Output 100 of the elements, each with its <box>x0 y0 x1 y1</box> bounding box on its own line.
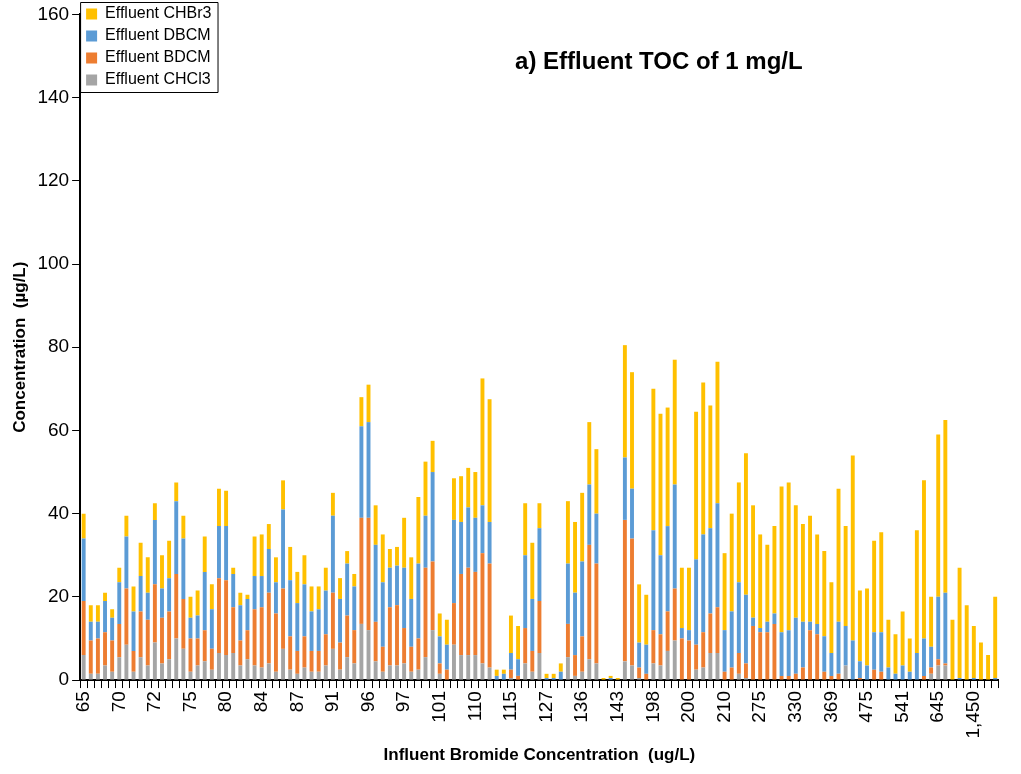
bar <box>929 673 934 680</box>
bar <box>95 621 100 639</box>
bar <box>736 673 741 680</box>
bar <box>722 630 727 672</box>
bar <box>167 659 172 680</box>
y-axis-title: Concentration (µg/L) <box>9 261 29 433</box>
bar <box>850 455 855 641</box>
bar <box>758 632 763 680</box>
bar <box>936 596 941 660</box>
bar <box>751 505 756 618</box>
bar <box>95 673 100 680</box>
bar <box>459 476 464 522</box>
bar <box>273 582 278 614</box>
bar <box>480 505 485 554</box>
bar <box>110 609 115 618</box>
bar <box>843 665 848 680</box>
bar <box>857 590 862 662</box>
bar <box>651 530 656 631</box>
bar <box>103 632 107 666</box>
bar <box>565 657 570 680</box>
bar <box>480 553 485 664</box>
bar <box>630 665 634 680</box>
bar <box>152 519 157 585</box>
bar <box>907 671 912 680</box>
bar <box>665 407 670 527</box>
bar <box>630 372 634 489</box>
bar <box>124 536 129 589</box>
bar <box>95 638 100 674</box>
bar <box>181 598 186 649</box>
bar <box>373 661 378 680</box>
bar <box>708 528 713 614</box>
bar <box>259 534 264 577</box>
bar <box>309 650 314 672</box>
bar <box>459 655 464 680</box>
bar <box>765 632 770 680</box>
bar <box>345 563 350 616</box>
bar <box>936 659 941 666</box>
bar <box>224 526 229 581</box>
bar <box>708 613 713 654</box>
bar <box>380 646 385 672</box>
bar <box>387 567 392 608</box>
bar <box>323 590 328 635</box>
bar <box>373 505 378 545</box>
bar <box>594 449 599 514</box>
x-tick-label: 84 <box>249 690 271 713</box>
bar <box>103 665 107 680</box>
bar <box>330 648 335 680</box>
bar <box>395 546 399 566</box>
bar <box>110 671 115 680</box>
bar <box>238 605 243 641</box>
bar <box>793 505 798 618</box>
bar <box>793 617 798 674</box>
bar <box>281 588 286 649</box>
y-tick-label: 140 <box>37 85 70 107</box>
bar <box>565 563 570 624</box>
bar <box>637 642 642 668</box>
bar <box>900 665 905 680</box>
bar <box>644 644 649 674</box>
bar <box>259 576 264 608</box>
bar <box>295 673 300 680</box>
bar <box>537 528 542 602</box>
bar <box>672 484 677 589</box>
y-tick-label: 160 <box>37 2 70 24</box>
bar <box>124 515 129 537</box>
bar <box>558 663 563 672</box>
bar <box>473 472 478 518</box>
bar <box>167 578 172 612</box>
bar <box>330 492 335 516</box>
bar <box>295 650 300 674</box>
bar <box>964 605 969 680</box>
bar <box>309 671 314 680</box>
bar <box>779 675 784 680</box>
bar <box>694 411 699 560</box>
bar <box>409 646 414 672</box>
bar <box>672 359 677 485</box>
bar <box>409 671 414 680</box>
bar <box>929 596 934 647</box>
bar <box>573 592 577 656</box>
bar <box>565 501 570 564</box>
bar <box>786 630 791 676</box>
bar <box>309 611 314 651</box>
bar <box>701 382 706 535</box>
bar <box>822 551 827 637</box>
bar <box>295 603 300 651</box>
bar <box>630 488 634 539</box>
bar <box>580 561 585 637</box>
y-tick-label: 40 <box>47 501 70 523</box>
bar <box>309 586 314 612</box>
bar <box>508 653 513 670</box>
bar <box>430 561 435 631</box>
bar <box>459 521 464 574</box>
bar <box>402 517 407 568</box>
bar <box>259 667 264 680</box>
bar <box>395 605 399 666</box>
x-tick-label: 72 <box>143 691 165 713</box>
bar <box>530 598 535 651</box>
bar <box>473 655 478 680</box>
bar <box>195 615 200 639</box>
bar <box>594 563 599 664</box>
bar <box>245 598 250 631</box>
